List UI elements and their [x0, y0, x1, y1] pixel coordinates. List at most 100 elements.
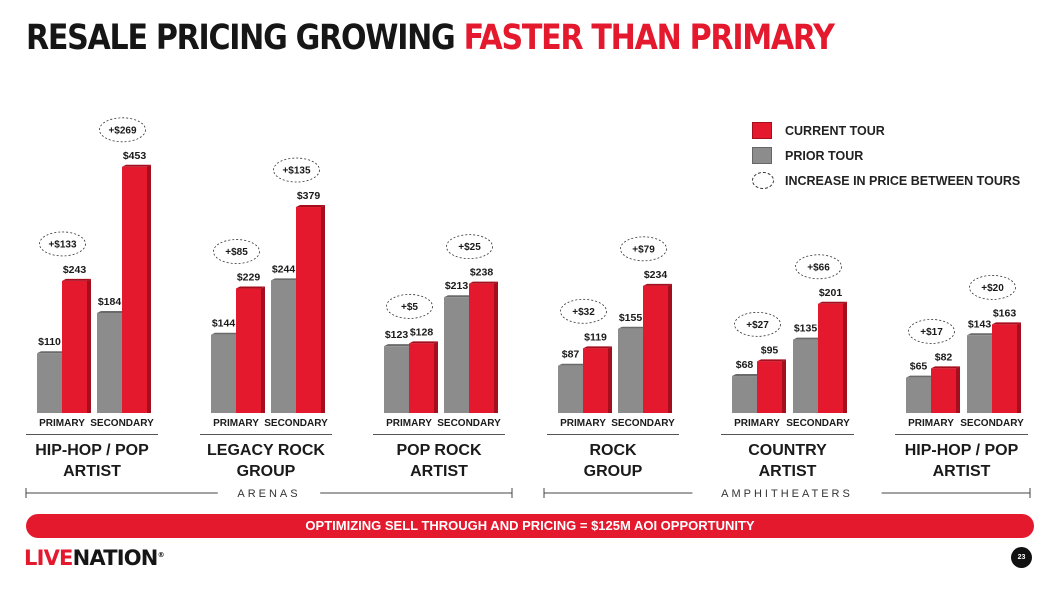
bar-prior-0-primary-face — [37, 353, 62, 413]
increase-label-3-primary: +$32 — [572, 307, 595, 318]
bar-current-1-secondary-side — [321, 205, 325, 413]
bar-current-2-secondary — [469, 281, 498, 413]
increase-bubble-2-secondary — [446, 234, 493, 260]
group-name-1-line-2: GROUP — [237, 463, 296, 480]
page-title: RESALE PRICING GROWING FASTER THAN PRIMA… — [26, 18, 835, 58]
increase-label-5-secondary: +$20 — [981, 283, 1004, 294]
bar-category-label-0-primary: PRIMARY — [39, 418, 85, 429]
increase-label-5-primary: +$17 — [920, 327, 943, 338]
legend-swatch-prior — [752, 147, 772, 164]
bar-category-label-3-secondary: SECONDARY — [611, 418, 675, 429]
bar-current-2-primary-top — [409, 341, 438, 344]
bar-current-1-primary-side — [261, 286, 265, 413]
bar-prior-3-primary — [558, 363, 587, 413]
bar-current-5-primary — [931, 366, 960, 413]
increase-bubble-4-primary — [734, 311, 781, 337]
legend-label-current: CURRENT TOUR — [785, 123, 885, 138]
increase-bubble-3-primary — [560, 298, 607, 324]
bar-current-2-secondary-side — [494, 281, 498, 413]
bar-prior-4-primary-top — [732, 374, 761, 377]
bar-current-5-secondary — [992, 322, 1021, 413]
bar-current-5-secondary-top — [992, 322, 1021, 325]
data-label-prior-5-secondary: $143 — [968, 318, 992, 330]
bar-current-4-secondary-top — [818, 301, 847, 304]
bar-current-4-primary-side — [782, 359, 786, 413]
bar-prior-3-primary-face — [558, 365, 583, 413]
bar-current-3-secondary-side — [668, 283, 672, 413]
bar-current-0-secondary-side — [147, 164, 151, 413]
increase-label-2-secondary: +$25 — [458, 242, 481, 253]
data-label-prior-0-primary: $110 — [38, 336, 61, 348]
bar-current-0-primary — [62, 278, 91, 413]
increase-label-0-secondary: +$269 — [108, 125, 137, 136]
bar-prior-0-secondary-top — [97, 311, 126, 313]
bar-prior-5-primary — [906, 375, 935, 413]
bar-current-0-primary-side — [87, 278, 91, 413]
data-label-current-5-secondary: $163 — [993, 307, 1017, 319]
data-label-current-3-secondary: $234 — [644, 269, 668, 281]
data-label-current-5-primary: $82 — [935, 351, 953, 363]
group-name-5-line-2: ARTIST — [933, 463, 991, 480]
data-label-prior-4-primary: $68 — [736, 359, 754, 371]
bar-category-label-1-primary: PRIMARY — [213, 418, 259, 429]
bar-current-5-secondary-face — [992, 324, 1017, 413]
bar-current-0-secondary — [122, 164, 151, 413]
bar-prior-1-secondary — [271, 278, 300, 413]
page-number: 23 — [1011, 547, 1032, 568]
bar-category-label-2-secondary: SECONDARY — [437, 418, 501, 429]
data-label-prior-2-secondary: $213 — [445, 280, 469, 292]
bar-prior-3-primary-top — [558, 363, 587, 366]
bar-current-4-secondary — [818, 301, 847, 413]
increase-bubble-5-primary — [908, 319, 955, 344]
bar-current-2-primary-face — [409, 343, 434, 413]
data-label-current-0-secondary: $453 — [123, 150, 147, 162]
bar-prior-1-primary-top — [211, 332, 240, 335]
bar-prior-3-secondary-top — [618, 326, 647, 329]
venue-label-0: ARENAS — [237, 488, 300, 500]
bar-current-4-primary — [757, 359, 786, 413]
bar-prior-5-primary-top — [906, 375, 935, 378]
legend-label-prior: PRIOR TOUR — [785, 148, 864, 163]
bar-current-0-primary-face — [62, 280, 87, 413]
increase-bubble-0-primary — [39, 231, 86, 257]
bar-prior-2-secondary-face — [444, 297, 469, 413]
bar-current-5-primary-top — [931, 366, 960, 369]
title-part-2: FASTER THAN PRIMARY — [463, 18, 835, 58]
bar-current-3-secondary-face — [643, 285, 668, 413]
legend-item-current: CURRENT TOUR — [752, 118, 1020, 143]
increase-label-1-primary: +$85 — [225, 247, 248, 258]
bar-category-label-4-primary: PRIMARY — [734, 418, 780, 429]
data-label-current-3-primary: $119 — [584, 331, 607, 343]
bar-current-0-secondary-top — [122, 164, 151, 167]
bar-current-1-primary-top — [236, 286, 265, 289]
bar-current-2-secondary-face — [469, 283, 494, 413]
increase-label-2-primary: +$5 — [401, 302, 418, 313]
increase-label-1-secondary: +$135 — [282, 166, 311, 177]
bar-prior-5-secondary — [967, 333, 996, 413]
data-label-prior-3-primary: $87 — [562, 349, 580, 361]
increase-label-4-secondary: +$66 — [807, 262, 830, 273]
bar-prior-4-primary-face — [732, 376, 757, 413]
legend-item-increase: INCREASE IN PRICE BETWEEN TOURS — [752, 168, 1020, 193]
bar-prior-5-secondary-face — [967, 335, 992, 413]
data-label-prior-4-secondary: $135 — [794, 323, 818, 335]
data-label-current-4-secondary: $201 — [819, 287, 843, 299]
data-label-prior-1-secondary: $244 — [272, 263, 296, 275]
bar-current-3-primary-side — [608, 346, 612, 413]
data-label-prior-3-secondary: $155 — [619, 312, 643, 324]
group-name-4-line-2: ARTIST — [759, 463, 817, 480]
bar-category-label-3-primary: PRIMARY — [560, 418, 606, 429]
bar-current-4-secondary-side — [843, 301, 847, 413]
bar-current-4-secondary-face — [818, 303, 843, 413]
group-name-0-line-1: HIP-HOP / POP — [35, 442, 149, 459]
bar-prior-5-primary-face — [906, 377, 931, 413]
increase-label-3-secondary: +$79 — [632, 244, 655, 255]
data-label-current-4-primary: $95 — [761, 344, 779, 356]
group-name-3-line-1: ROCK — [589, 442, 637, 459]
aoi-banner: OPTIMIZING SELL THROUGH AND PRICING = $1… — [26, 514, 1034, 538]
data-label-prior-5-primary: $65 — [910, 361, 928, 373]
bar-current-2-secondary-top — [469, 281, 498, 284]
increase-bubble-3-secondary — [620, 236, 667, 262]
bar-current-5-primary-side — [956, 366, 960, 413]
group-name-1-line-1: LEGACY ROCK — [207, 442, 325, 459]
